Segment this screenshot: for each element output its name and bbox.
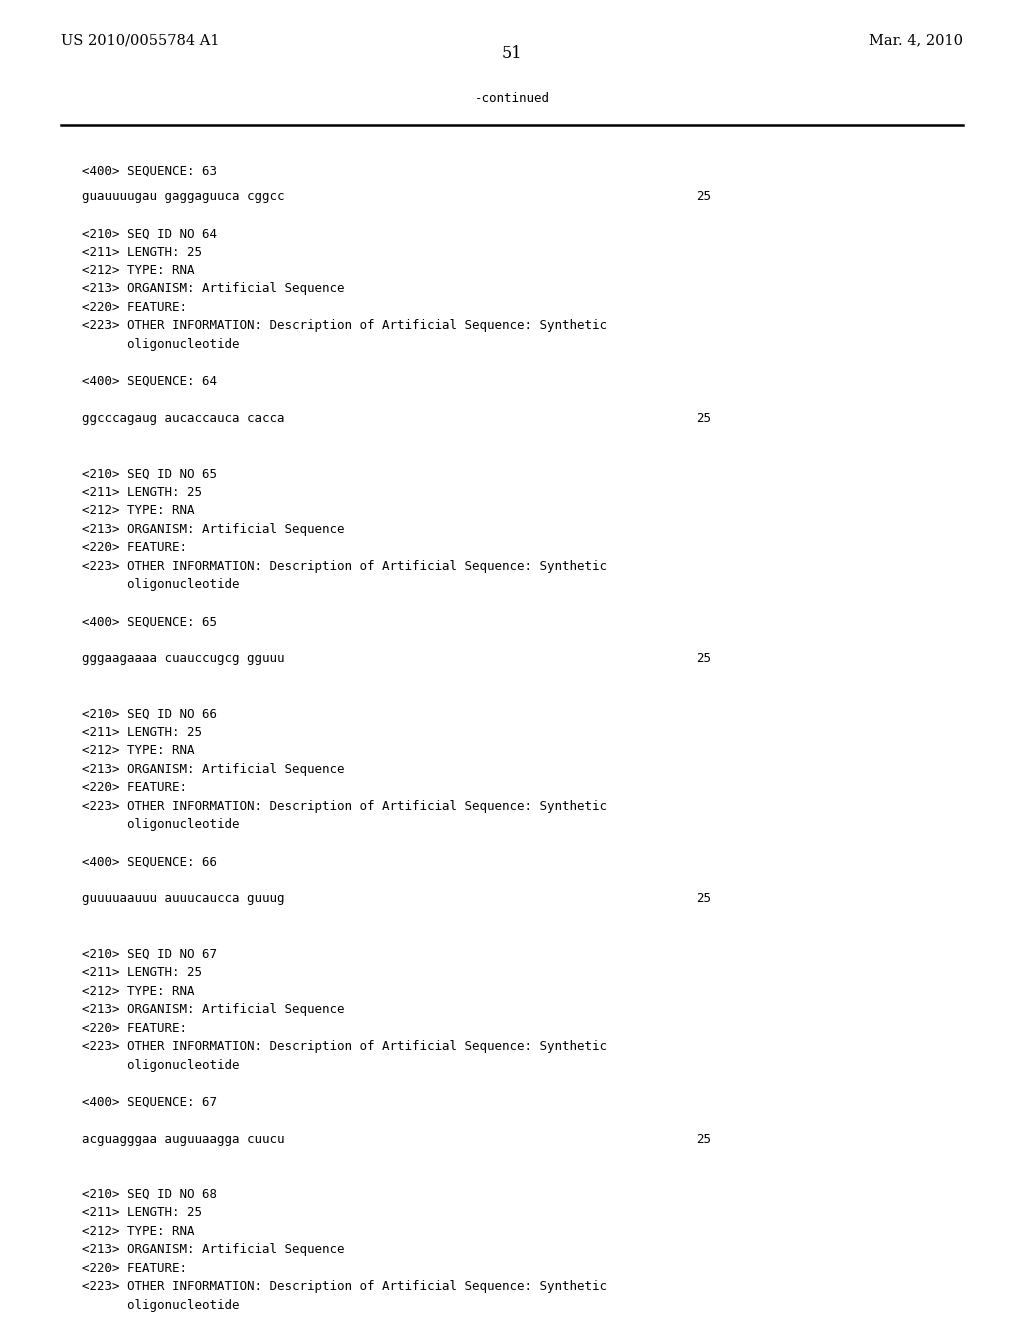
Text: <220> FEATURE:: <220> FEATURE: [82, 301, 187, 314]
Text: <210> SEQ ID NO 65: <210> SEQ ID NO 65 [82, 467, 217, 480]
Text: <210> SEQ ID NO 64: <210> SEQ ID NO 64 [82, 227, 217, 240]
Text: US 2010/0055784 A1: US 2010/0055784 A1 [61, 33, 220, 48]
Text: <211> LENGTH: 25: <211> LENGTH: 25 [82, 1206, 202, 1220]
Text: <212> TYPE: RNA: <212> TYPE: RNA [82, 504, 195, 517]
Text: <211> LENGTH: 25: <211> LENGTH: 25 [82, 246, 202, 259]
Text: <400> SEQUENCE: 64: <400> SEQUENCE: 64 [82, 375, 217, 388]
Text: <210> SEQ ID NO 66: <210> SEQ ID NO 66 [82, 708, 217, 721]
Text: <400> SEQUENCE: 66: <400> SEQUENCE: 66 [82, 855, 217, 869]
Text: gggaagaaaa cuauccugcg gguuu: gggaagaaaa cuauccugcg gguuu [82, 652, 285, 665]
Text: <223> OTHER INFORMATION: Description of Artificial Sequence: Synthetic: <223> OTHER INFORMATION: Description of … [82, 560, 607, 573]
Text: oligonucleotide: oligonucleotide [82, 1059, 240, 1072]
Text: <400> SEQUENCE: 67: <400> SEQUENCE: 67 [82, 1096, 217, 1109]
Text: <211> LENGTH: 25: <211> LENGTH: 25 [82, 486, 202, 499]
Text: guauuuugau gaggaguuca cggcc: guauuuugau gaggaguuca cggcc [82, 190, 285, 203]
Text: 25: 25 [696, 652, 712, 665]
Text: <220> FEATURE:: <220> FEATURE: [82, 1262, 187, 1275]
Text: <223> OTHER INFORMATION: Description of Artificial Sequence: Synthetic: <223> OTHER INFORMATION: Description of … [82, 319, 607, 333]
Text: <213> ORGANISM: Artificial Sequence: <213> ORGANISM: Artificial Sequence [82, 763, 344, 776]
Text: oligonucleotide: oligonucleotide [82, 338, 240, 351]
Text: <210> SEQ ID NO 68: <210> SEQ ID NO 68 [82, 1188, 217, 1201]
Text: <223> OTHER INFORMATION: Description of Artificial Sequence: Synthetic: <223> OTHER INFORMATION: Description of … [82, 800, 607, 813]
Text: <211> LENGTH: 25: <211> LENGTH: 25 [82, 966, 202, 979]
Text: <223> OTHER INFORMATION: Description of Artificial Sequence: Synthetic: <223> OTHER INFORMATION: Description of … [82, 1280, 607, 1294]
Text: guuuuaauuu auuucaucca guuug: guuuuaauuu auuucaucca guuug [82, 892, 285, 906]
Text: oligonucleotide: oligonucleotide [82, 1299, 240, 1312]
Text: <213> ORGANISM: Artificial Sequence: <213> ORGANISM: Artificial Sequence [82, 1003, 344, 1016]
Text: <212> TYPE: RNA: <212> TYPE: RNA [82, 1225, 195, 1238]
Text: <220> FEATURE:: <220> FEATURE: [82, 541, 187, 554]
Text: 25: 25 [696, 190, 712, 203]
Text: Mar. 4, 2010: Mar. 4, 2010 [868, 33, 963, 48]
Text: 51: 51 [502, 45, 522, 62]
Text: ggcccagaug aucaccauca cacca: ggcccagaug aucaccauca cacca [82, 412, 285, 425]
Text: <223> OTHER INFORMATION: Description of Artificial Sequence: Synthetic: <223> OTHER INFORMATION: Description of … [82, 1040, 607, 1053]
Text: <400> SEQUENCE: 63: <400> SEQUENCE: 63 [82, 165, 217, 178]
Text: oligonucleotide: oligonucleotide [82, 818, 240, 832]
Text: oligonucleotide: oligonucleotide [82, 578, 240, 591]
Text: <220> FEATURE:: <220> FEATURE: [82, 781, 187, 795]
Text: 25: 25 [696, 412, 712, 425]
Text: <212> TYPE: RNA: <212> TYPE: RNA [82, 744, 195, 758]
Text: <212> TYPE: RNA: <212> TYPE: RNA [82, 985, 195, 998]
Text: <213> ORGANISM: Artificial Sequence: <213> ORGANISM: Artificial Sequence [82, 523, 344, 536]
Text: <210> SEQ ID NO 67: <210> SEQ ID NO 67 [82, 948, 217, 961]
Text: -continued: -continued [474, 92, 550, 106]
Text: <220> FEATURE:: <220> FEATURE: [82, 1022, 187, 1035]
Text: <212> TYPE: RNA: <212> TYPE: RNA [82, 264, 195, 277]
Text: <400> SEQUENCE: 65: <400> SEQUENCE: 65 [82, 615, 217, 628]
Text: <211> LENGTH: 25: <211> LENGTH: 25 [82, 726, 202, 739]
Text: acguagggaa auguuaagga cuucu: acguagggaa auguuaagga cuucu [82, 1133, 285, 1146]
Text: <213> ORGANISM: Artificial Sequence: <213> ORGANISM: Artificial Sequence [82, 1243, 344, 1257]
Text: 25: 25 [696, 892, 712, 906]
Text: <213> ORGANISM: Artificial Sequence: <213> ORGANISM: Artificial Sequence [82, 282, 344, 296]
Text: 25: 25 [696, 1133, 712, 1146]
